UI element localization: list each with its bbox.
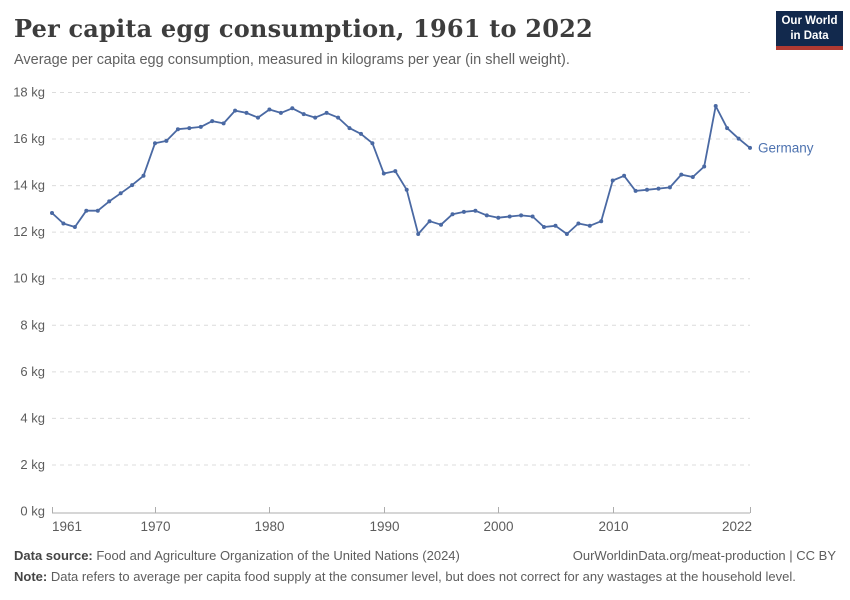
data-point[interactable] [141, 173, 146, 178]
data-point[interactable] [393, 169, 398, 174]
data-point[interactable] [118, 191, 123, 196]
data-point[interactable] [404, 187, 409, 192]
data-point[interactable] [175, 127, 180, 132]
data-point[interactable] [416, 232, 421, 236]
x-axis-label: 1990 [369, 519, 399, 534]
x-axis-label: 2022 [722, 519, 752, 534]
y-axis-label: 2 kg [20, 457, 45, 472]
data-point[interactable] [576, 221, 581, 226]
note-label: Note: [14, 569, 48, 585]
data-point[interactable] [267, 107, 272, 112]
line-chart: 0 kg 2 kg 4 kg 6 kg 8 kg 10 kg 12 kg 14 kg 16 kg… [13, 85, 814, 535]
data-point[interactable] [347, 126, 352, 131]
owid-logo-red-bar [776, 46, 843, 50]
data-point[interactable] [301, 112, 306, 117]
data-point[interactable] [244, 110, 249, 115]
data-point[interactable] [610, 178, 615, 183]
data-point[interactable] [736, 136, 741, 141]
x-axis-label: 2010 [598, 519, 628, 534]
data-point[interactable] [210, 119, 215, 124]
x-axis-label: 2000 [483, 519, 513, 534]
data-point[interactable] [313, 115, 318, 120]
owid-logo-text: Our World in Data [776, 11, 843, 46]
x-axis-label: 1961 [52, 519, 82, 534]
page-title: Per capita egg consumption, 1961 to 2022 [14, 14, 593, 43]
data-point[interactable] [633, 188, 638, 193]
data-point[interactable] [599, 219, 604, 224]
data-point[interactable] [233, 108, 238, 113]
owid-logo: Our World in Data [776, 11, 843, 50]
data-point[interactable] [324, 110, 329, 115]
data-point[interactable] [84, 208, 89, 213]
y-axis-label: 16 kg [13, 131, 45, 146]
data-point[interactable] [359, 131, 363, 136]
y-axis-label: 10 kg [13, 271, 45, 286]
data-point[interactable] [221, 121, 226, 126]
data-line-germany [51, 105, 751, 235]
data-point[interactable] [450, 212, 455, 217]
data-point[interactable] [95, 208, 100, 213]
data-point[interactable] [542, 225, 546, 229]
owid-link[interactable]: OurWorldinData.org/meat-production | CC … [572, 548, 836, 564]
data-point[interactable] [290, 106, 295, 111]
data-point[interactable] [519, 213, 524, 218]
data-point[interactable] [507, 214, 512, 219]
data-point[interactable] [667, 185, 672, 190]
data-point[interactable] [690, 175, 695, 179]
data-source-text: Food and Agriculture Organization of the… [92, 548, 460, 564]
y-axis-label: 8 kg [20, 317, 45, 332]
data-source-line: Data source: Food and Agriculture Organi… [14, 546, 460, 567]
data-point[interactable] [679, 172, 684, 177]
data-source-label: Data source: [14, 548, 93, 564]
y-axis-label: 12 kg [13, 224, 45, 239]
x-axis-label: 1980 [254, 519, 284, 534]
entity-label-germany[interactable]: Germany [758, 140, 814, 155]
data-point[interactable] [153, 141, 157, 146]
x-axis-label: 1970 [140, 519, 170, 534]
y-axis-label: 0 kg [20, 504, 45, 519]
data-point[interactable] [72, 225, 77, 229]
data-point[interactable] [187, 126, 192, 131]
data-point[interactable] [256, 115, 260, 120]
y-axis-label: 6 kg [20, 364, 45, 379]
data-point[interactable] [473, 208, 478, 213]
data-point[interactable] [336, 115, 341, 120]
note-text: Data refers to average per capita food s… [47, 569, 796, 585]
chart-footer: Data source: Food and Agriculture Organi… [14, 546, 836, 588]
data-point[interactable] [530, 214, 535, 219]
data-point[interactable] [656, 186, 661, 191]
owid-logo-line2: in Data [790, 29, 829, 42]
data-point[interactable] [748, 145, 752, 150]
data-point[interactable] [564, 232, 569, 236]
chart-subtitle: Average per capita egg consumption, meas… [14, 52, 570, 68]
data-point[interactable] [370, 141, 375, 146]
data-point[interactable] [702, 164, 707, 169]
data-point[interactable] [484, 213, 489, 218]
data-point[interactable] [725, 126, 730, 131]
data-point[interactable] [553, 223, 558, 228]
data-point[interactable] [713, 104, 718, 108]
data-point[interactable] [645, 187, 649, 192]
data-point[interactable] [107, 199, 112, 204]
note-line: Note: Data refers to average per capita … [14, 567, 796, 588]
owid-logo-line1: Our World [781, 15, 838, 28]
data-point[interactable] [381, 171, 386, 176]
data-point[interactable] [164, 138, 169, 143]
data-point[interactable] [278, 110, 283, 115]
data-point[interactable] [461, 209, 466, 214]
data-point[interactable] [622, 173, 627, 178]
data-point[interactable] [587, 223, 592, 228]
y-axis-label: 18 kg [13, 85, 45, 100]
data-point[interactable] [427, 219, 432, 224]
data-point[interactable] [198, 124, 203, 129]
data-point[interactable] [496, 215, 501, 220]
data-point[interactable] [61, 221, 66, 226]
y-axis-label: 4 kg [20, 410, 45, 425]
data-point[interactable] [130, 183, 135, 188]
data-point[interactable] [50, 211, 54, 215]
data-point[interactable] [439, 222, 443, 227]
y-axis-label: 14 kg [13, 178, 45, 193]
